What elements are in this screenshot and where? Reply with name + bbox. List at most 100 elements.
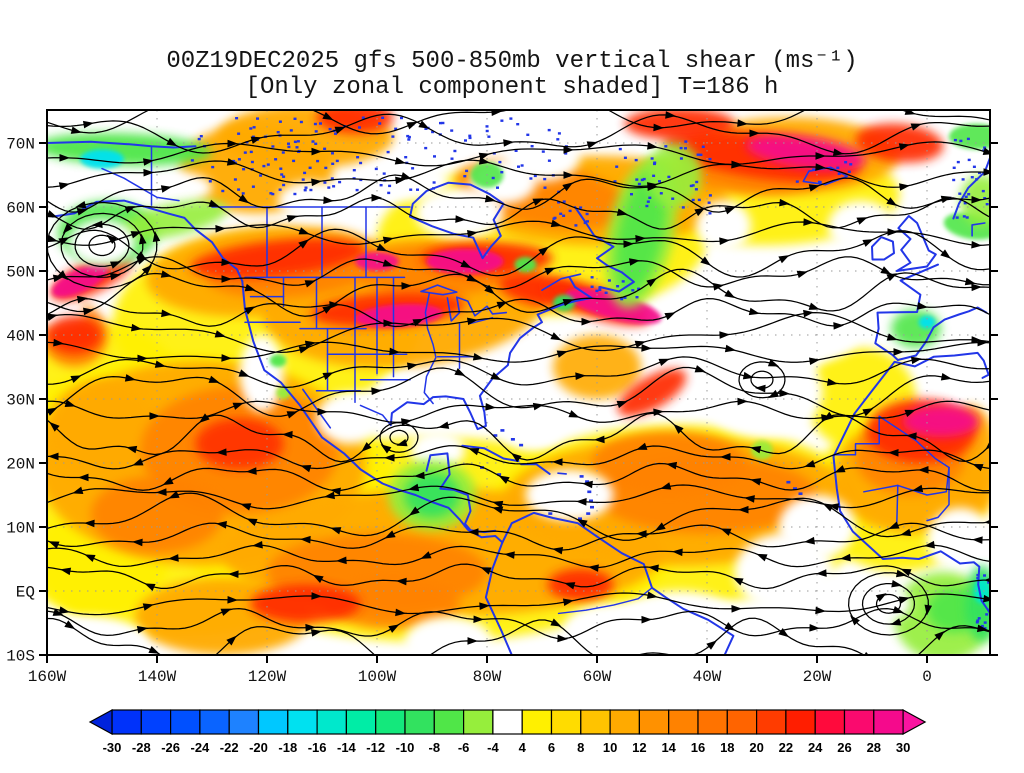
colorbar-cell-18 xyxy=(638,709,670,735)
shear-region-88 xyxy=(902,405,980,438)
coast-speckle xyxy=(987,581,990,584)
flow-arrow xyxy=(808,302,820,310)
coast-speckle xyxy=(520,164,524,167)
flow-arrow xyxy=(917,302,928,310)
flow-arrow xyxy=(246,467,257,475)
flow-arrow xyxy=(199,413,210,423)
coast-speckle xyxy=(547,128,551,132)
flow-arrow xyxy=(840,553,851,562)
flow-arrow xyxy=(658,358,670,366)
island-dot xyxy=(587,490,592,494)
coast-speckle xyxy=(684,140,688,143)
flow-arrow xyxy=(216,448,227,456)
flow-arrow xyxy=(82,307,94,316)
coast-speckle xyxy=(637,182,641,186)
shear-region-94 xyxy=(80,149,124,169)
flow-arrow xyxy=(250,136,262,144)
flow-arrow xyxy=(532,198,544,206)
plot-border xyxy=(46,109,991,656)
flow-arrow xyxy=(744,495,755,503)
streamline xyxy=(47,268,990,317)
coast-speckle xyxy=(271,192,275,196)
shear-region-45 xyxy=(690,280,757,326)
flow-arrow xyxy=(226,158,238,166)
flow-arrow xyxy=(636,442,648,450)
coast-speckle xyxy=(485,125,489,128)
coast-speckle xyxy=(953,138,957,142)
y-tick-label-30N: 30N xyxy=(6,392,35,410)
flow-arrow xyxy=(418,120,430,129)
coast-speckle xyxy=(242,168,246,171)
streamline xyxy=(47,563,989,590)
coast-speckle xyxy=(620,297,624,301)
coast-speckle xyxy=(332,185,336,188)
coast-speckle xyxy=(303,189,307,192)
flow-arrow xyxy=(556,350,568,358)
flow-arrow xyxy=(586,141,598,149)
coast-speckle xyxy=(583,221,587,225)
colorbar-cell-24 xyxy=(814,709,846,735)
coast-speckle xyxy=(197,137,201,141)
colorbar-label--28: -28 xyxy=(132,740,151,755)
streamline xyxy=(47,366,990,417)
coast-speckle xyxy=(241,192,245,195)
coast-speckle xyxy=(233,178,237,181)
flow-arrow xyxy=(496,301,508,310)
coast-speckle xyxy=(653,161,657,164)
coast-speckle xyxy=(517,165,520,168)
shear-region-46 xyxy=(525,469,614,521)
colorbar-cell-3 xyxy=(199,709,230,735)
island-dot xyxy=(510,438,515,441)
flow-arrow xyxy=(52,608,64,616)
coast-speckle xyxy=(543,177,547,181)
coast-speckle xyxy=(701,145,705,148)
x-tick-label-140W: 140W xyxy=(138,668,177,686)
flow-arrow xyxy=(311,178,322,187)
flow-arrow xyxy=(803,218,814,226)
flow-arrow xyxy=(384,454,395,462)
coast-speckle xyxy=(836,166,840,169)
streamline xyxy=(47,256,990,290)
flow-arrow xyxy=(737,119,748,127)
colorbar: -30 -28 -26 -24 -22 -20 -18 -16 -14 -12 -10 -8 -6 -4 4… xyxy=(88,708,927,755)
coast-speckle xyxy=(441,121,445,125)
coast-speckle xyxy=(496,186,499,189)
flow-arrow xyxy=(888,448,899,457)
coast-speckle xyxy=(963,202,967,205)
streamline xyxy=(47,197,990,230)
flow-arrow xyxy=(310,629,322,637)
axes-layer: 70N 60N 50N 40N 30N 20N 10N EQ 10S 160W 140W 120W 10… xyxy=(6,136,998,686)
flow-arrow xyxy=(84,554,96,562)
colorbar-label--26: -26 xyxy=(161,740,180,755)
shear-region-49 xyxy=(619,591,740,655)
flow-arrow xyxy=(48,452,59,461)
flow-arrow xyxy=(910,356,922,365)
flow-arrow xyxy=(154,360,166,368)
coast-speckle xyxy=(463,175,467,178)
flow-arrow xyxy=(641,615,652,624)
flow-arrow xyxy=(126,445,138,454)
coast-speckle xyxy=(271,145,275,148)
coast-speckle xyxy=(323,181,327,184)
island-dot xyxy=(589,499,593,503)
shear-region-87 xyxy=(746,134,866,171)
flow-arrow xyxy=(322,112,334,121)
flow-arrow xyxy=(724,344,736,353)
flow-arrow xyxy=(653,123,664,132)
flow-arrow xyxy=(720,453,731,461)
streamline xyxy=(47,341,990,363)
shear-region-59 xyxy=(278,181,344,220)
flow-arrow xyxy=(898,596,910,604)
flow-arrow xyxy=(924,604,933,616)
flow-arrow xyxy=(286,215,298,223)
flow-arrow xyxy=(161,309,172,318)
coastline-mackenzie xyxy=(101,167,180,202)
coastline-newfoundland-labrador xyxy=(574,206,635,293)
flow-arrow xyxy=(886,273,898,282)
coast-speckle xyxy=(530,145,534,148)
y-tick-label-20N: 20N xyxy=(6,456,35,474)
x-tick-label-80W: 80W xyxy=(473,668,502,686)
shear-region-40 xyxy=(415,187,504,239)
flow-arrow xyxy=(575,372,586,380)
